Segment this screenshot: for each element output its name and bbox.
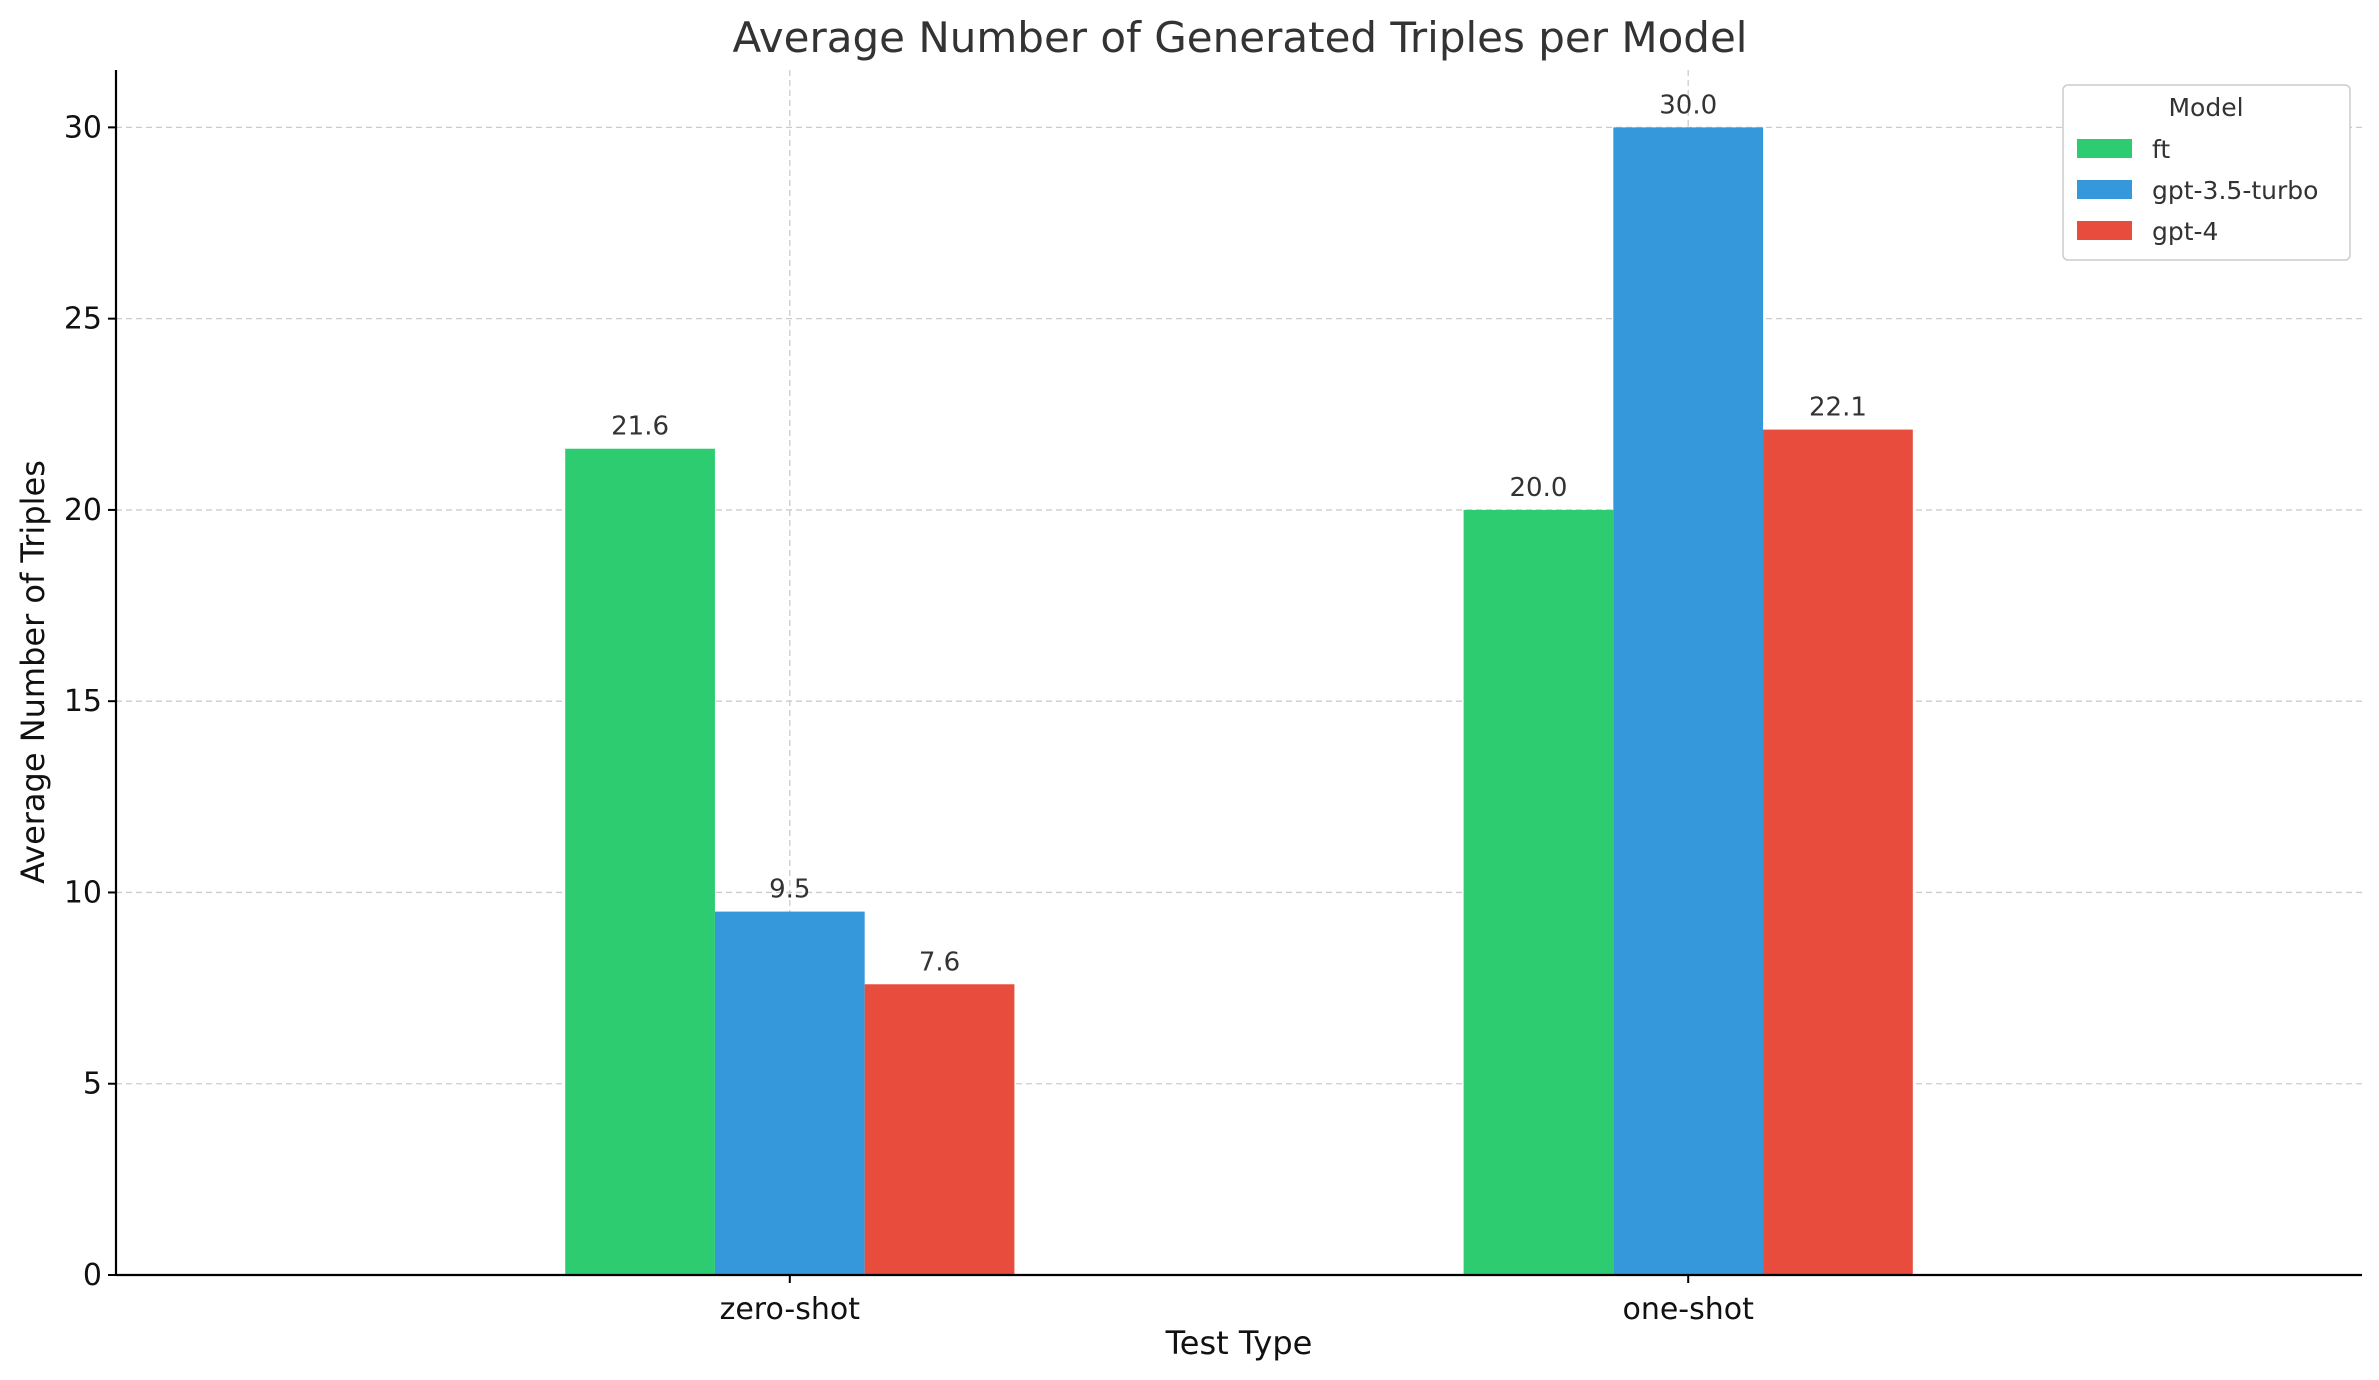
y-tick-label: 30 bbox=[64, 110, 102, 145]
bar-ft-zero-shot bbox=[565, 448, 715, 1275]
data-label: 9.5 bbox=[769, 875, 810, 905]
data-label: 21.6 bbox=[611, 412, 669, 442]
y-tick-label: 10 bbox=[64, 875, 102, 910]
y-tick-label: 15 bbox=[64, 684, 102, 719]
x-axis-label: Test Type bbox=[1165, 1324, 1313, 1362]
y-axis-ticks: 0 5 10 15 20 25 30 bbox=[64, 110, 116, 1293]
y-tick-label: 25 bbox=[64, 302, 102, 337]
legend-items: ft gpt-3.5-turbo gpt-4 bbox=[2077, 135, 2318, 246]
chart-title: Average Number of Generated Triples per … bbox=[733, 13, 1748, 62]
data-labels: 21.6 20.0 9.5 30.0 7.6 22.1 bbox=[611, 90, 1867, 977]
y-axis-label: Average Number of Triples bbox=[14, 460, 52, 884]
x-tick-label: zero-shot bbox=[720, 1292, 861, 1327]
legend-label: ft bbox=[2152, 135, 2170, 164]
legend-swatch bbox=[2077, 139, 2132, 158]
y-tick-label: 20 bbox=[64, 493, 102, 528]
data-label: 30.0 bbox=[1659, 90, 1717, 120]
data-label: 20.0 bbox=[1510, 473, 1568, 503]
bar-ft-one-shot bbox=[1463, 509, 1614, 1275]
legend: Model ft gpt-3.5-turbo gpt-4 bbox=[2062, 84, 2351, 261]
grid bbox=[116, 70, 2362, 1276]
bar-gpt-3.5-turbo-zero-shot bbox=[714, 911, 865, 1275]
y-tick-label: 0 bbox=[83, 1258, 102, 1293]
data-label: 7.6 bbox=[919, 947, 960, 977]
x-axis-ticks: zero-shot one-shot bbox=[720, 1275, 1754, 1327]
bar-gpt-4-one-shot bbox=[1763, 429, 1913, 1276]
bar-gpt-3.5-turbo-one-shot bbox=[1613, 127, 1764, 1275]
legend-box bbox=[2062, 84, 2351, 261]
x-tick-label: one-shot bbox=[1622, 1292, 1754, 1327]
y-tick-label: 5 bbox=[83, 1067, 102, 1102]
bars bbox=[565, 127, 1913, 1276]
bar-gpt-4-zero-shot bbox=[864, 984, 1015, 1275]
legend-swatch bbox=[2077, 221, 2132, 240]
data-label: 22.1 bbox=[1809, 393, 1867, 423]
legend-swatch bbox=[2077, 180, 2132, 199]
legend-title: Model bbox=[2168, 93, 2243, 122]
legend-label: gpt-4 bbox=[2152, 217, 2218, 246]
legend-label: gpt-3.5-turbo bbox=[2152, 176, 2318, 205]
